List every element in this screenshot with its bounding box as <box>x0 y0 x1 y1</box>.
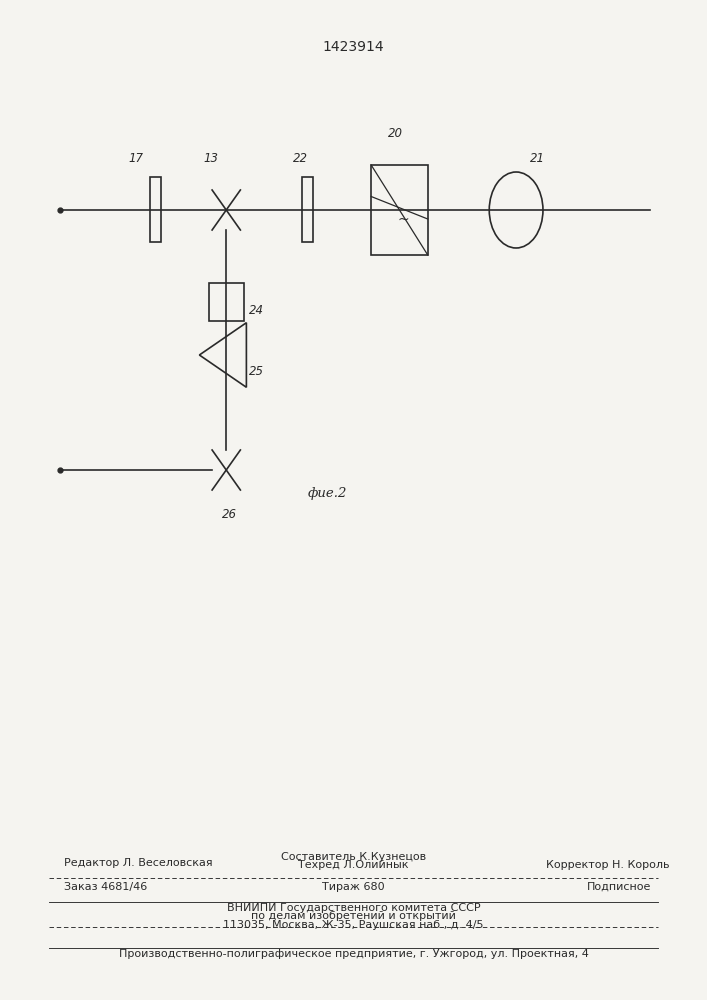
Text: Корректор Н. Король: Корректор Н. Король <box>547 860 670 870</box>
Text: 20: 20 <box>388 127 404 140</box>
Text: 21: 21 <box>530 152 545 165</box>
Bar <box>371 165 428 255</box>
Text: Редактор Л. Веселовская: Редактор Л. Веселовская <box>64 858 212 868</box>
Text: Производственно-полиграфическое предприятие, г. Ужгород, ул. Проектная, 4: Производственно-полиграфическое предприя… <box>119 949 588 959</box>
Text: 22: 22 <box>293 152 308 165</box>
Text: 113035, Москва, Ж-35, Раушская наб., д. 4/5: 113035, Москва, Ж-35, Раушская наб., д. … <box>223 920 484 930</box>
Bar <box>302 178 313 242</box>
Text: 26: 26 <box>222 508 238 521</box>
Text: Заказ 4681/46: Заказ 4681/46 <box>64 882 147 892</box>
Text: Техред Л.Олийнык: Техред Л.Олийнык <box>298 860 409 870</box>
Text: Составитель К.Кузнецов: Составитель К.Кузнецов <box>281 852 426 862</box>
Text: Тираж 680: Тираж 680 <box>322 882 385 892</box>
Text: 17: 17 <box>128 152 144 165</box>
Text: ВНИИПИ Государственного комитета СССР: ВНИИПИ Государственного комитета СССР <box>227 903 480 913</box>
Text: 25: 25 <box>249 365 264 378</box>
Text: Подписное: Подписное <box>587 882 651 892</box>
Bar <box>209 283 244 321</box>
Text: 1423914: 1423914 <box>322 40 385 54</box>
Text: по делам изобретений и открытий: по делам изобретений и открытий <box>251 911 456 921</box>
Text: 13: 13 <box>203 152 218 165</box>
Text: 24: 24 <box>249 304 264 317</box>
Text: фие.2: фие.2 <box>308 487 347 500</box>
Bar <box>150 178 161 242</box>
Text: ~: ~ <box>397 213 409 227</box>
